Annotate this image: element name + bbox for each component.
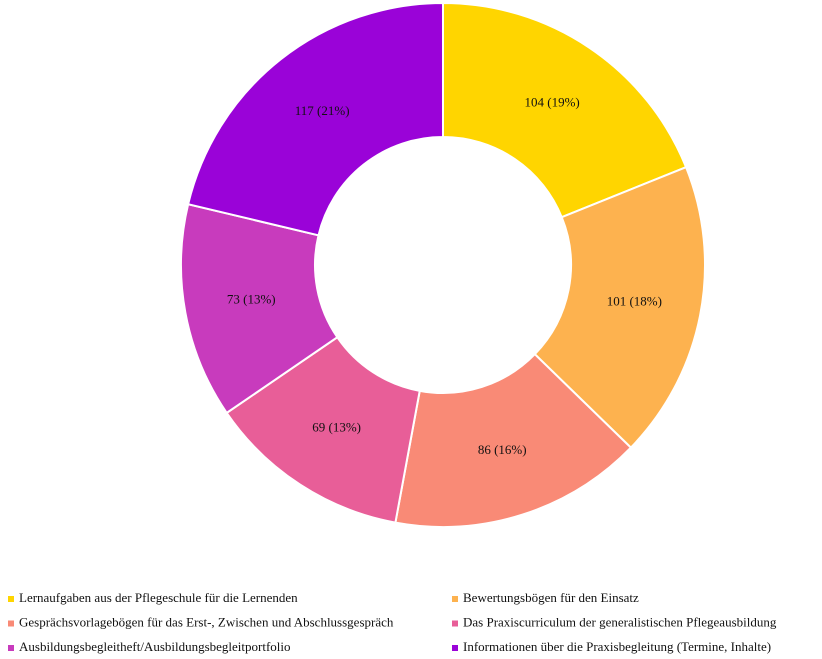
data-label: 104 (19%): [525, 94, 580, 109]
data-label: 117 (21%): [295, 103, 350, 118]
legend-swatch: [8, 596, 14, 602]
data-label: 101 (18%): [607, 294, 662, 309]
donut-slice: [533, 165, 706, 450]
legend-label: Das Praxiscurriculum der generalistische…: [463, 614, 777, 629]
legend-label: Bewertungsbögen für den Einsatz: [463, 590, 639, 605]
legend-swatch: [8, 620, 14, 627]
data-label: 86 (16%): [478, 442, 527, 457]
data-label: 73 (13%): [227, 291, 276, 306]
donut-slice: [225, 335, 421, 524]
legend-swatch: [452, 645, 458, 651]
donut-slice: [442, 1, 688, 219]
data-label: 69 (13%): [312, 419, 361, 434]
legend-label: Lernaufgaben aus der Pflegeschule für di…: [19, 590, 298, 605]
legend-label: Informationen über die Praxisbegleitung …: [463, 639, 771, 654]
legend-label: Ausbildungsbegleitheft/Ausbildungsbeglei…: [19, 639, 291, 654]
legend-label: Gesprächsvorlagebögen für das Erst-, Zwi…: [19, 614, 394, 629]
legend-swatch: [452, 620, 458, 627]
legend-swatch: [8, 645, 14, 651]
legend-swatch: [452, 596, 458, 602]
donut-slice: [394, 352, 633, 528]
donut-slice: [186, 1, 444, 237]
donut-slice: [180, 202, 339, 415]
